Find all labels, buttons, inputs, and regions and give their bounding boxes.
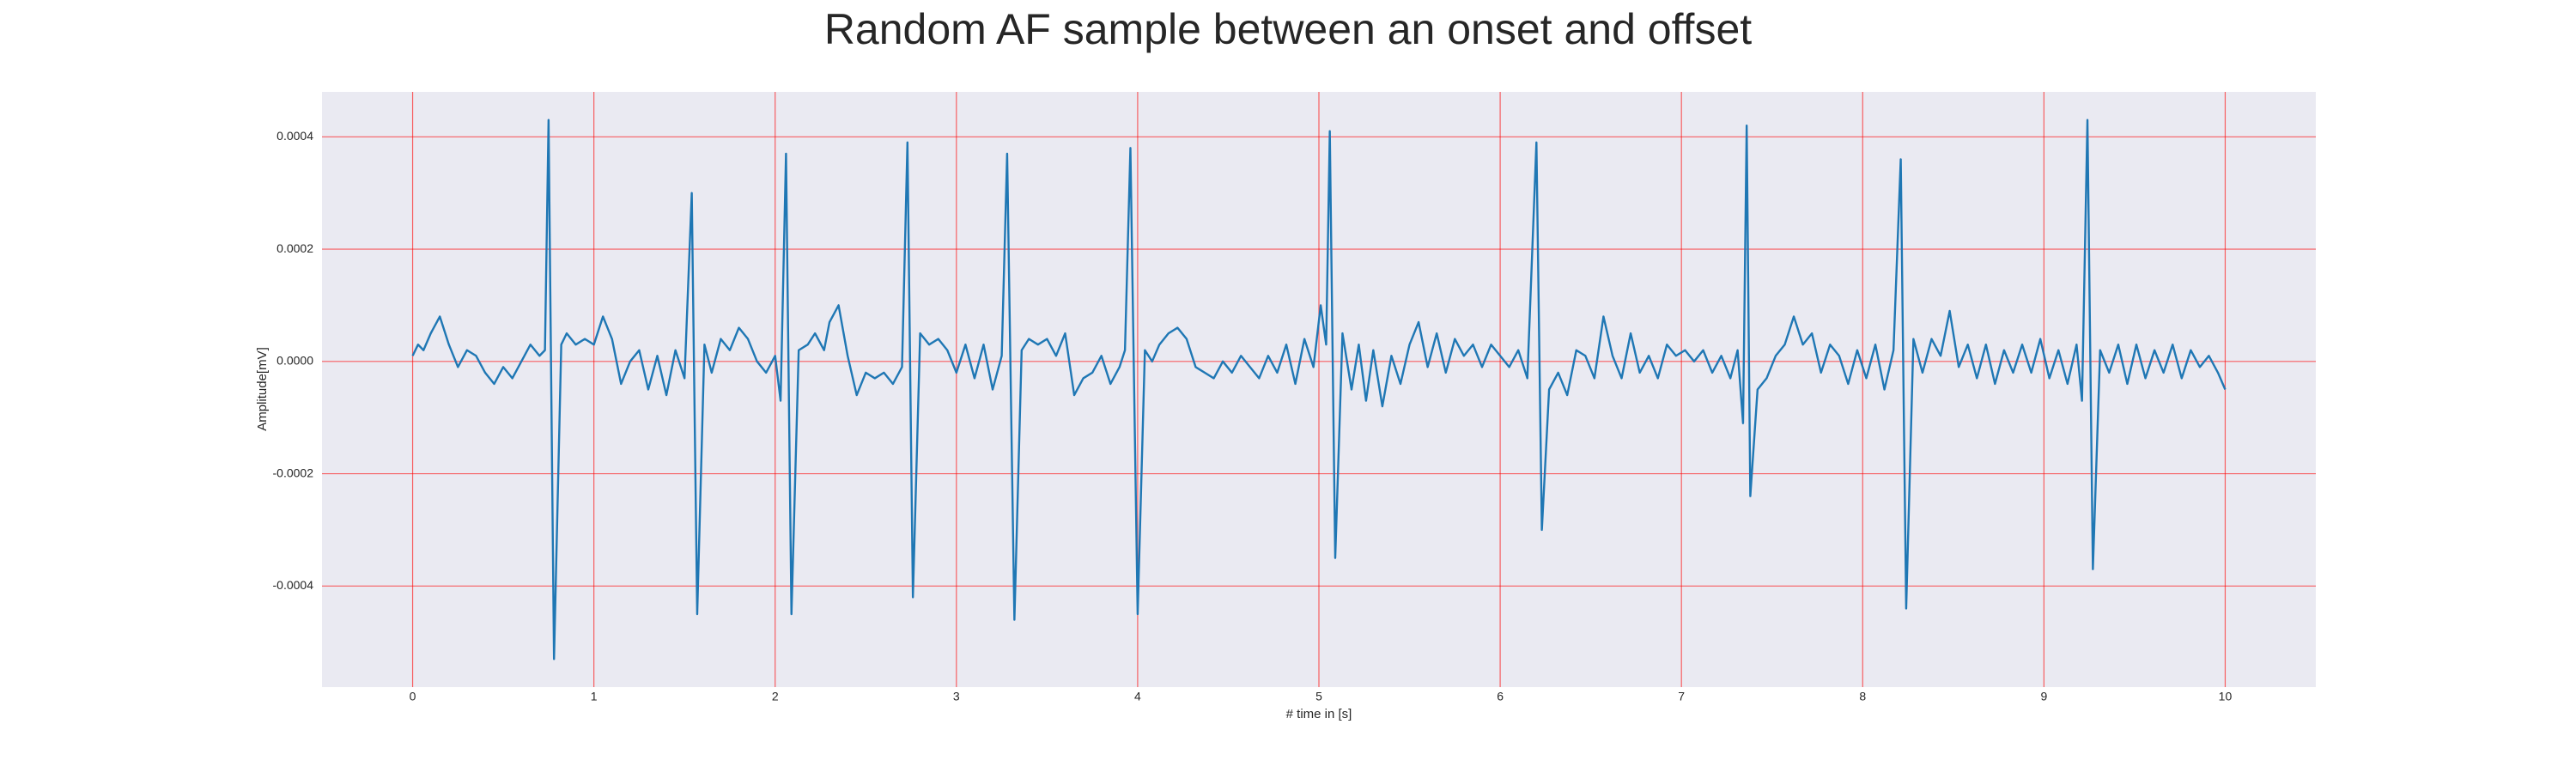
x-tick-label: 7 <box>1678 690 1685 703</box>
x-tick-label: 2 <box>772 690 779 703</box>
x-tick-label: 10 <box>2219 690 2233 703</box>
x-tick-label: 6 <box>1497 690 1504 703</box>
x-tick-label: 8 <box>1859 690 1866 703</box>
y-tick-label: 0.0004 <box>276 129 313 143</box>
x-tick-label: 5 <box>1315 690 1322 703</box>
x-tick-label: 3 <box>953 690 960 703</box>
y-tick-label: 0.0002 <box>276 241 313 255</box>
x-tick-label: 0 <box>410 690 416 703</box>
y-tick-label: -0.0002 <box>273 466 314 479</box>
x-tick-label: 9 <box>2040 690 2047 703</box>
y-tick-label: -0.0004 <box>273 578 314 592</box>
x-tick-label: 4 <box>1134 690 1141 703</box>
signal-line <box>411 119 2227 660</box>
x-axis-label: # time in [s] <box>1286 707 1352 721</box>
x-tick-label: 1 <box>591 690 598 703</box>
chart-title: Random AF sample between an onset and of… <box>824 5 1752 53</box>
y-axis-label: Amplitude[mV] <box>255 347 270 431</box>
y-tick-label: 0.0000 <box>276 354 313 368</box>
